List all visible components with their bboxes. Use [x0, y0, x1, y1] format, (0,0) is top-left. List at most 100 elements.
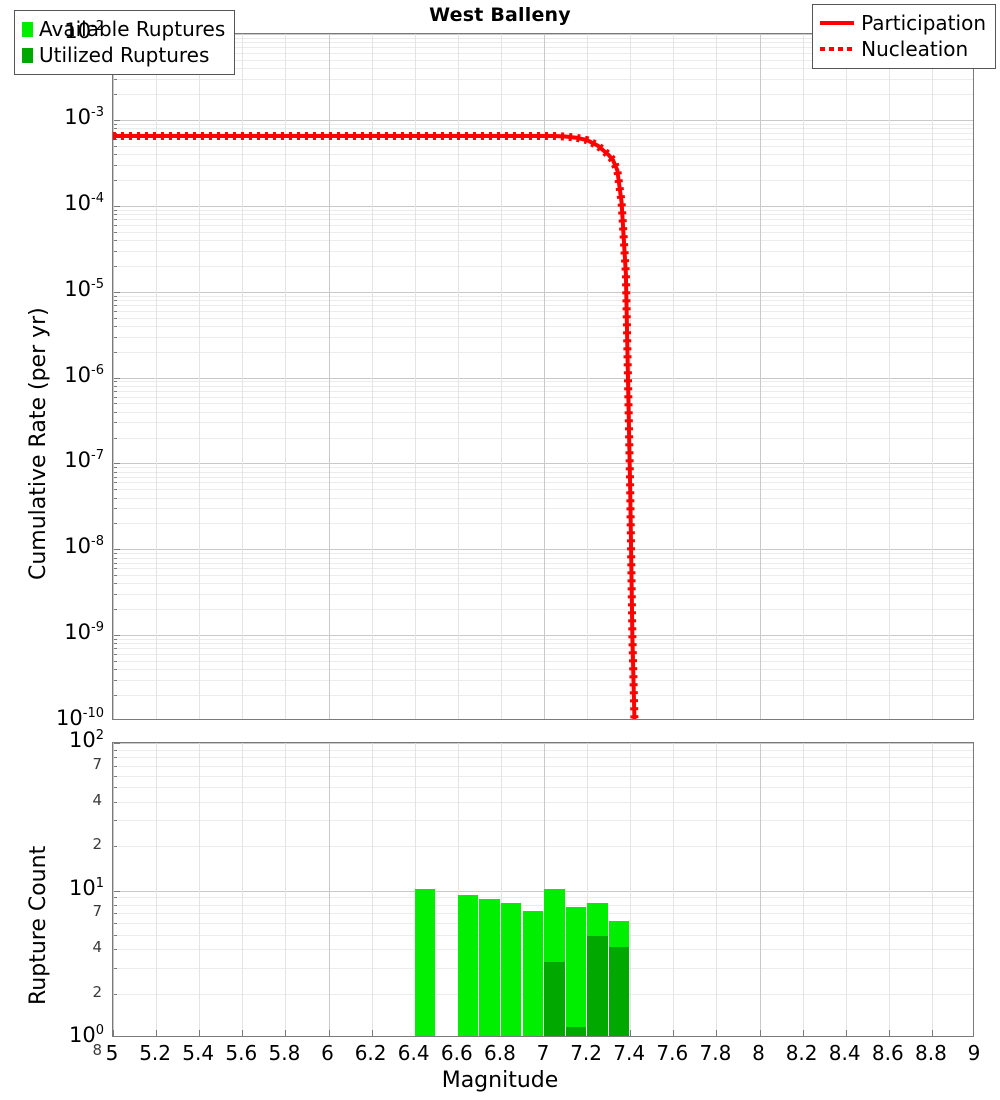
utilized-rupture-bar: [608, 947, 630, 1036]
y-minor-tick: [113, 695, 117, 697]
x-axis-tick-label: 6.8: [483, 1041, 516, 1065]
y-minor-tick: [113, 145, 117, 147]
x-axis-tick-label: 7.4: [613, 1041, 646, 1065]
y-minor-tick: [113, 411, 117, 413]
y-minor-tick: [113, 643, 117, 645]
y-minor-tick: [113, 765, 117, 767]
x-axis-tick-label: 5.6: [225, 1041, 258, 1065]
available-rupture-bar: [565, 906, 586, 1036]
y-axis-minor-tick-label: 7: [92, 754, 102, 773]
x-axis-tick: [845, 1030, 847, 1036]
y-minor-tick: [113, 749, 117, 751]
x-axis-tick-label: 7.8: [699, 1041, 732, 1065]
x-axis-tick: [285, 1030, 287, 1036]
x-axis-tick-label: 7.6: [656, 1041, 689, 1065]
y-minor-tick: [113, 967, 117, 969]
x-axis-tick-label: 7: [536, 1041, 550, 1065]
y-axis-minor-tick-label: 2: [92, 835, 102, 854]
y-minor-tick: [113, 214, 117, 216]
y-axis-tick-label: 10-7: [64, 448, 104, 473]
y-minor-tick: [113, 94, 117, 95]
x-axis-tick-label: 5.8: [268, 1041, 301, 1065]
x-axis-tick-label: 8: [752, 1041, 765, 1065]
y-minor-tick: [113, 396, 117, 398]
y-axis-minor-tick-label: 7: [92, 902, 102, 921]
y-minor-tick: [113, 639, 117, 641]
x-axis-tick-label: 9: [967, 1041, 981, 1065]
y-minor-tick: [113, 482, 117, 484]
page-title: West Balleny: [429, 4, 571, 26]
utilized-rupture-bar: [565, 1027, 586, 1036]
x-axis-tick: [673, 1030, 675, 1036]
cumulative-rate-curves: [113, 131, 639, 719]
x-axis-tick-label: 6.2: [354, 1041, 387, 1065]
y-axis-minor-tick-label: 8: [92, 1041, 102, 1060]
y-minor-tick: [113, 562, 117, 564]
y-minor-tick: [113, 231, 117, 233]
y-minor-tick: [113, 993, 117, 995]
y-minor-tick: [113, 669, 117, 671]
legend-item-utilized-ruptures: Utilized Ruptures: [22, 42, 225, 68]
available-rupture-bar: [457, 895, 479, 1036]
y-minor-tick: [113, 78, 117, 80]
x-axis-tick: [759, 1030, 761, 1036]
y-minor-tick: [113, 757, 117, 759]
y-minor-tick: [113, 557, 117, 559]
y-minor-tick: [113, 583, 117, 585]
y-minor-tick: [113, 497, 117, 499]
x-axis-tick-label: 8.4: [828, 1041, 861, 1065]
y-major-tick: [113, 743, 120, 744]
rupture-count-axis-label: Rupture Count: [26, 845, 51, 1005]
y-minor-tick: [113, 219, 117, 221]
y-minor-tick: [113, 123, 117, 125]
available-rupture-bar: [414, 888, 436, 1036]
y-minor-tick: [113, 489, 117, 491]
nucleation-curve: [113, 131, 639, 719]
legend-label-available-ruptures: Available Ruptures: [39, 17, 226, 41]
y-axis-tick-label: 10-9: [64, 620, 104, 645]
y-major-tick: [113, 291, 120, 293]
legend-item-nucleation: Nucleation: [820, 36, 986, 62]
y-axis-tick-label: 10-3: [64, 104, 104, 129]
x-axis-tick-label: 8.2: [785, 1041, 818, 1065]
x-axis-tick: [242, 1030, 244, 1036]
legend-label-utilized-ruptures: Utilized Ruptures: [39, 43, 210, 67]
y-minor-tick: [113, 680, 117, 681]
y-minor-tick: [113, 299, 117, 301]
y-major-tick: [113, 635, 120, 637]
x-axis-tick-label: 5.2: [139, 1041, 171, 1065]
y-minor-tick: [113, 949, 117, 951]
x-axis-tick: [888, 1030, 890, 1036]
y-minor-tick: [113, 801, 117, 803]
y-minor-tick: [113, 654, 117, 656]
available-rupture-bar: [522, 911, 543, 1036]
x-axis-tick: [802, 1030, 804, 1036]
y-minor-tick: [113, 661, 117, 662]
y-minor-tick: [113, 575, 117, 577]
y-axis-tick-label: 10-8: [64, 534, 104, 559]
utilized-rupture-bar: [544, 961, 565, 1036]
legend-item-participation: Participation: [820, 10, 986, 36]
y-axis-tick-label: 100: [68, 1023, 104, 1047]
x-axis-tick-label: 6.6: [440, 1041, 473, 1065]
y-minor-tick: [113, 568, 117, 570]
y-minor-tick: [113, 179, 117, 181]
x-axis-tick: [716, 1030, 718, 1036]
x-axis-tick: [199, 1030, 201, 1036]
y-minor-tick: [113, 310, 117, 312]
y-minor-tick: [113, 128, 117, 130]
y-minor-tick: [113, 437, 117, 439]
y-minor-tick: [113, 317, 117, 319]
y-axis-tick-label: 10-2: [64, 19, 104, 43]
y-minor-tick: [113, 224, 117, 226]
y-minor-tick: [113, 923, 117, 925]
x-axis-tick-label: 5.4: [182, 1041, 215, 1065]
y-minor-tick: [113, 508, 117, 510]
y-major-tick: [113, 119, 120, 121]
y-minor-tick: [113, 846, 117, 848]
y-minor-tick: [113, 154, 117, 155]
y-minor-tick: [113, 390, 117, 392]
y-minor-tick: [113, 336, 117, 338]
y-minor-tick: [113, 239, 117, 241]
